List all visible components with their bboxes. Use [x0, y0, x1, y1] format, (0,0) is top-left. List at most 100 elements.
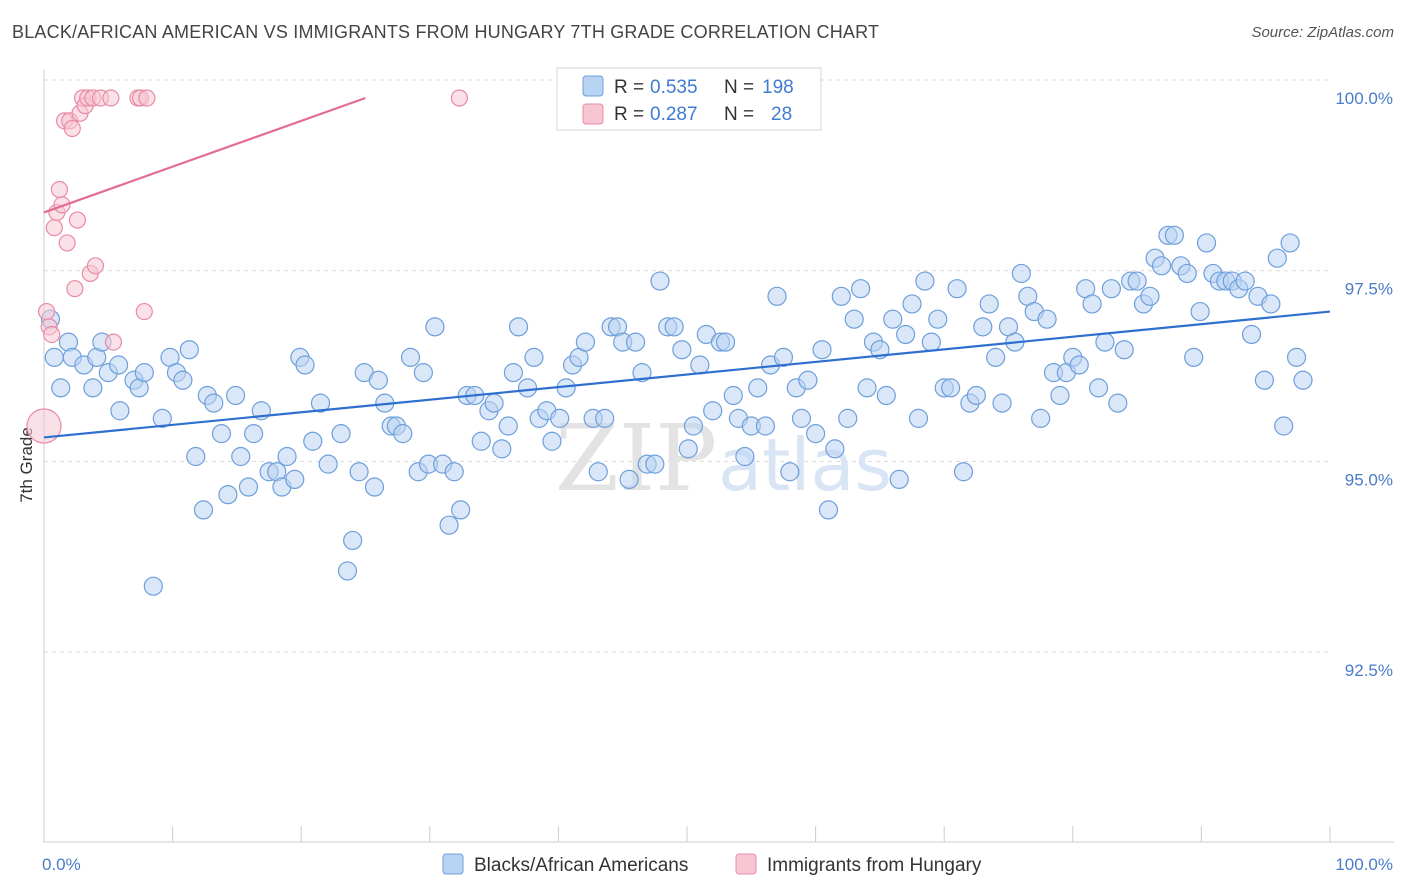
data-point	[53, 196, 71, 214]
y-tick-label: 100.0%	[1335, 89, 1393, 108]
watermark: ZIP atlas	[555, 405, 892, 512]
data-point	[44, 347, 64, 367]
data-point	[102, 89, 120, 107]
data-point	[186, 446, 206, 467]
data-point	[672, 340, 692, 360]
data-point	[1127, 271, 1147, 291]
data-point	[755, 416, 776, 436]
data-point	[444, 462, 464, 482]
data-point	[439, 515, 459, 535]
series-immigrants-from-hungary	[26, 89, 468, 444]
data-point	[508, 317, 529, 337]
data-point	[921, 332, 941, 352]
data-point	[211, 424, 232, 444]
data-point	[683, 416, 704, 436]
data-point	[1108, 393, 1128, 413]
y-tick-label: 92.5%	[1345, 661, 1393, 680]
data-point	[715, 332, 736, 352]
data-point	[450, 89, 468, 107]
y-tick-label: 97.5%	[1345, 280, 1393, 299]
data-point	[244, 424, 264, 444]
data-point	[1267, 248, 1287, 268]
data-point	[218, 485, 238, 505]
data-point	[876, 385, 896, 406]
data-point	[645, 454, 665, 474]
data-point	[723, 385, 743, 406]
data-point	[204, 393, 224, 413]
data-point	[1293, 370, 1313, 390]
y-tick-labels: 100.0% 97.5% 95.0% 92.5%	[1335, 89, 1393, 680]
data-point	[318, 454, 338, 474]
data-point	[1037, 309, 1057, 329]
data-point	[831, 286, 851, 306]
data-point	[947, 279, 967, 299]
data-point	[896, 324, 916, 345]
data-point	[43, 325, 61, 344]
data-point	[1050, 385, 1070, 406]
legend-r-label-blue: R =	[614, 77, 644, 98]
x-tick-label: 0.0%	[42, 855, 81, 874]
data-point	[393, 424, 413, 444]
bottom-legend-label-blue: Blacks/African Americans	[474, 855, 688, 876]
data-point	[1101, 279, 1121, 299]
data-point	[1069, 355, 1089, 375]
data-point	[1088, 378, 1109, 398]
data-point	[595, 408, 615, 428]
data-point	[110, 401, 130, 421]
data-point	[966, 385, 986, 406]
data-point	[953, 462, 974, 482]
data-point	[143, 576, 163, 596]
data-point	[1196, 233, 1217, 253]
data-point	[179, 340, 199, 360]
data-point	[86, 257, 105, 275]
data-point	[484, 393, 504, 413]
data-point	[425, 317, 445, 337]
legend-swatch-blue	[582, 75, 604, 97]
data-point	[343, 530, 363, 551]
data-point	[851, 279, 871, 299]
data-point	[664, 317, 684, 337]
data-point	[818, 500, 839, 520]
data-point	[625, 332, 646, 352]
data-point	[1164, 225, 1184, 245]
chart-title: BLACK/AFRICAN AMERICAN VS IMMIGRANTS FRO…	[12, 22, 880, 42]
data-point	[368, 370, 388, 390]
trend-line	[43, 310, 1331, 439]
data-point	[413, 363, 433, 383]
data-point	[703, 401, 723, 421]
data-point	[767, 286, 787, 306]
legend-r-label-pink: R =	[614, 104, 644, 125]
data-point	[68, 211, 87, 229]
grid-lines	[44, 79, 1330, 653]
legend-n-label-blue: N =	[724, 77, 754, 98]
data-point	[838, 408, 858, 428]
data-point	[812, 340, 832, 360]
data-point	[1151, 256, 1172, 276]
data-point	[690, 355, 710, 375]
data-point	[108, 355, 129, 375]
data-point	[889, 469, 909, 489]
data-point	[51, 378, 71, 398]
data-point	[632, 363, 652, 383]
data-point	[883, 309, 903, 329]
data-point	[979, 294, 999, 314]
data-point	[451, 500, 471, 520]
data-point	[193, 500, 214, 520]
data-point	[1261, 294, 1281, 314]
legend-n-value-blue: 198	[762, 77, 794, 98]
data-point	[650, 271, 670, 291]
data-point	[748, 378, 768, 398]
bottom-legend-swatch-blue	[442, 853, 464, 875]
data-point	[550, 408, 570, 428]
data-point	[1286, 347, 1307, 367]
data-point	[83, 378, 103, 398]
bottom-legend-swatch-pink	[735, 853, 757, 875]
data-point	[1280, 233, 1300, 253]
legend-n-label-pink: N =	[724, 104, 754, 125]
data-point	[798, 370, 818, 390]
data-point	[1254, 370, 1275, 390]
data-point	[908, 408, 929, 428]
data-point	[902, 294, 922, 314]
data-point	[331, 424, 351, 444]
data-point	[231, 446, 251, 467]
